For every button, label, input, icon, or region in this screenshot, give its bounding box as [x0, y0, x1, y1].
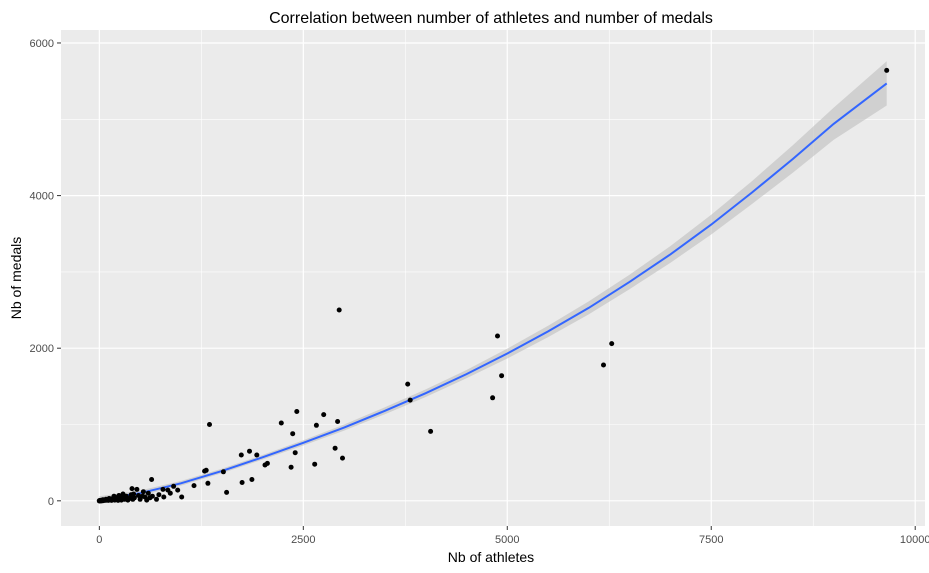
data-points: [96, 67, 890, 504]
y-tick-label: 2000: [30, 343, 54, 355]
data-point: [179, 494, 185, 500]
data-point: [137, 496, 143, 502]
data-point: [601, 362, 606, 368]
data-point: [129, 486, 135, 492]
minor-gridlines: [61, 30, 925, 526]
x-axis-title: Nb of athletes: [448, 549, 534, 565]
data-point: [207, 422, 212, 427]
data-point: [238, 452, 244, 458]
data-point: [167, 490, 173, 496]
data-point: [149, 477, 155, 482]
data-point: [161, 494, 167, 500]
data-point: [428, 428, 434, 434]
data-point: [278, 420, 284, 426]
data-point: [220, 469, 226, 475]
data-point: [490, 395, 496, 401]
data-point: [288, 464, 294, 470]
data-point: [340, 455, 345, 461]
data-point: [134, 486, 140, 492]
data-point: [224, 489, 230, 495]
data-point: [313, 422, 319, 428]
data-point: [239, 480, 245, 485]
data-point: [292, 450, 298, 456]
chart-title: Correlation between number of athletes a…: [269, 10, 713, 27]
data-point: [294, 409, 300, 414]
x-tick-label: 7500: [699, 534, 723, 546]
y-tick-label: 6000: [30, 38, 54, 50]
data-point: [262, 462, 268, 468]
data-point: [495, 333, 500, 339]
data-point: [407, 397, 413, 403]
data-point: [332, 445, 338, 451]
fit-line: [99, 82, 888, 501]
data-point: [123, 495, 128, 501]
data-point: [336, 307, 342, 313]
data-point: [499, 373, 505, 379]
data-point: [136, 493, 141, 498]
data-point: [160, 486, 166, 492]
data-point: [247, 448, 252, 454]
data-point: [609, 341, 615, 347]
data-point: [118, 494, 124, 500]
major-gridlines: [61, 30, 925, 526]
x-tick-label: 2500: [291, 534, 315, 546]
data-point: [149, 493, 155, 499]
data-point: [290, 431, 296, 437]
data-point: [202, 468, 208, 474]
data-point: [142, 494, 148, 500]
data-point: [131, 491, 137, 497]
data-point: [335, 419, 341, 424]
y-tick-label: 0: [48, 496, 54, 508]
data-point: [312, 461, 318, 467]
y-tick-label: 4000: [30, 191, 54, 203]
data-point: [205, 480, 211, 486]
data-point: [321, 412, 327, 418]
y-axis-title: Nb of medals: [8, 237, 24, 319]
plot-panel: [61, 30, 925, 526]
data-point: [249, 477, 255, 482]
data-point: [254, 452, 260, 458]
data-point: [156, 492, 162, 498]
x-tick-label: 5000: [495, 534, 519, 546]
x-tick-label: 0: [96, 534, 102, 546]
data-point: [191, 483, 197, 489]
x-axis: 0 2500 5000 7500 10000: [96, 526, 929, 546]
data-point: [884, 67, 890, 73]
fit-line-layer: [99, 82, 888, 501]
data-point: [96, 498, 102, 504]
data-point: [175, 487, 181, 493]
y-axis: 0 2000 4000 6000: [30, 38, 61, 508]
x-tick-label: 10000: [900, 534, 929, 546]
data-point: [145, 490, 151, 496]
data-point: [171, 483, 177, 489]
data-point: [140, 489, 146, 495]
data-point: [405, 381, 411, 387]
data-point: [154, 496, 159, 502]
